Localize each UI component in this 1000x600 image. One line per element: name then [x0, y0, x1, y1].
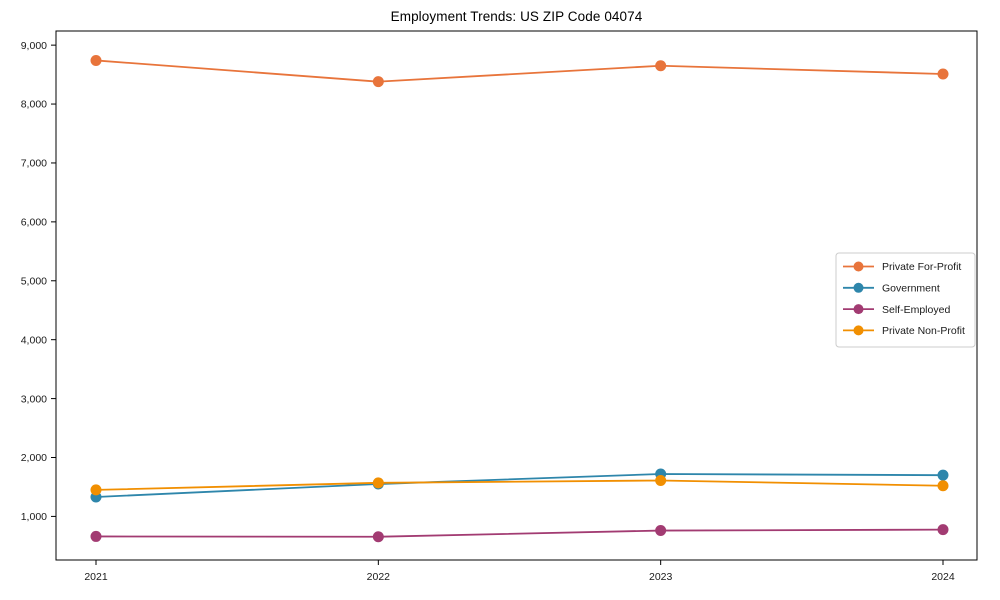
series-private-for-profit: [90, 54, 949, 88]
y-tick-label: 2,000: [21, 452, 47, 464]
series-government: [90, 468, 949, 503]
data-point: [937, 524, 949, 536]
data-point: [937, 469, 949, 481]
series-private-non-profit: [90, 474, 949, 496]
data-point: [655, 60, 667, 72]
legend-label: Private Non-Profit: [882, 325, 965, 337]
chart-title: Employment Trends: US ZIP Code 04074: [390, 9, 643, 24]
y-tick-label: 3,000: [21, 393, 47, 405]
data-point: [655, 525, 667, 537]
data-point: [90, 530, 102, 542]
legend-label: Government: [882, 283, 940, 295]
y-tick-label: 9,000: [21, 40, 47, 52]
legend-box: [835, 252, 976, 348]
legend-label: Private For-Profit: [882, 261, 961, 273]
series-self-employed: [90, 524, 949, 543]
y-tick-label: 1,000: [21, 511, 47, 523]
legend-marker-icon: [853, 261, 864, 272]
x-tick-label: 2021: [84, 571, 108, 583]
data-point: [372, 477, 384, 489]
data-point: [90, 54, 102, 66]
legend-label: Self-Employed: [882, 304, 950, 316]
plot-frame: [55, 30, 978, 561]
data-point: [90, 484, 102, 496]
y-tick-label: 6,000: [21, 217, 47, 229]
series-line: [95, 473, 944, 498]
legend-item-private-for-profit: Private For-Profit: [843, 261, 961, 273]
data-point: [937, 68, 949, 80]
y-tick-label: 7,000: [21, 158, 47, 170]
legend-item-self-employed: Self-Employed: [843, 304, 950, 316]
legend-item-government: Government: [843, 283, 940, 295]
data-point: [372, 531, 384, 543]
x-tick-label: 2022: [367, 571, 391, 583]
data-point: [372, 76, 384, 88]
data-point: [655, 474, 667, 486]
series-line: [95, 59, 944, 83]
legend-item-private-non-profit: Private Non-Profit: [843, 325, 965, 337]
series-line: [95, 528, 944, 538]
legend-marker-icon: [853, 325, 864, 336]
y-tick-label: 4,000: [21, 334, 47, 346]
data-point: [937, 480, 949, 492]
series-line: [95, 479, 944, 491]
legend-marker-icon: [853, 304, 864, 315]
x-tick-label: 2024: [931, 571, 955, 583]
x-tick-label: 2023: [649, 571, 673, 583]
legend-marker-icon: [853, 282, 864, 293]
y-tick-label: 8,000: [21, 99, 47, 111]
y-tick-label: 5,000: [21, 275, 47, 287]
